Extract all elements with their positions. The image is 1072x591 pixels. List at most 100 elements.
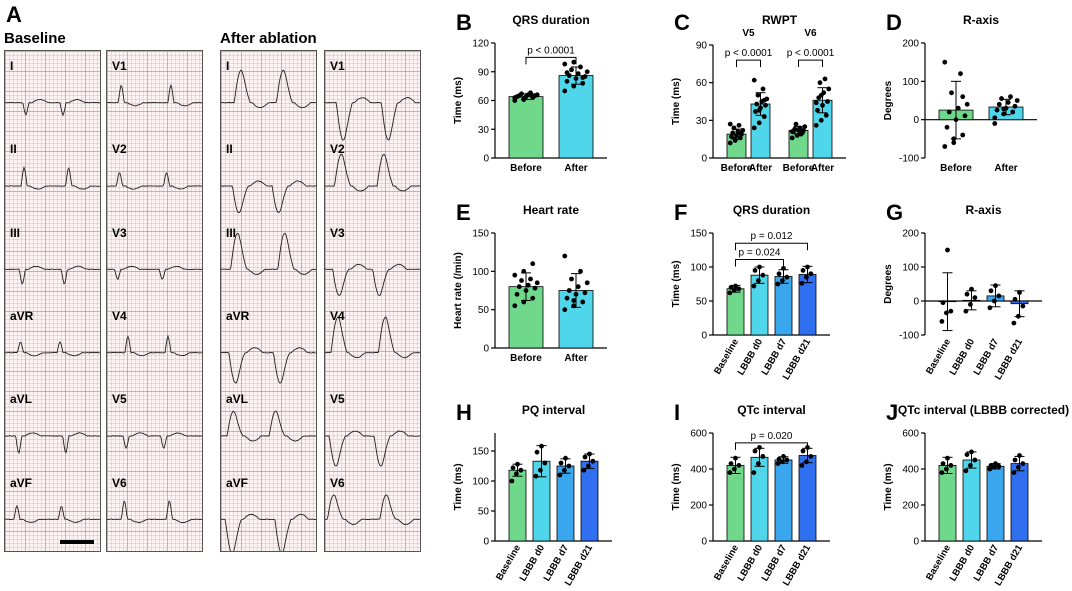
data-point xyxy=(534,449,540,455)
data-point xyxy=(512,272,518,278)
y-tick-label: 150 xyxy=(690,229,707,240)
chart-j-qtc-corrected: J QTc interval (LBBB corrected) 0 200 400 600… xyxy=(860,390,1072,588)
data-point xyxy=(731,466,737,472)
data-point xyxy=(736,286,742,292)
data-point xyxy=(972,457,978,463)
y-tick-label: 400 xyxy=(902,465,919,476)
data-point xyxy=(512,303,518,309)
data-point xyxy=(789,129,795,135)
chart-title: QRS duration xyxy=(733,203,810,217)
x-tick-label: Before xyxy=(510,163,542,174)
ecg-trace-avl xyxy=(221,410,316,442)
data-point xyxy=(575,284,581,290)
chart-d-r-axis: D R-axis -100 0 100 200 Degrees Before After xyxy=(860,0,1072,190)
significance-bracket xyxy=(735,442,808,450)
y-tick-label: 90 xyxy=(478,67,490,78)
y-tick-label: 0 xyxy=(483,154,489,165)
chart-svg: I QTc interval 0 200 400 600 Time (ms) p = 0.02… xyxy=(671,400,830,588)
data-point xyxy=(1020,303,1026,309)
y-tick-label: 0 xyxy=(701,331,707,342)
p-value-label: p = 0.020 xyxy=(751,431,793,442)
lead-label-avf: aVF xyxy=(10,475,33,490)
ecg-trace-avl xyxy=(5,432,100,455)
data-point xyxy=(988,288,994,294)
lead-label-avl: aVL xyxy=(10,392,33,407)
data-point xyxy=(558,460,564,466)
lead-label-ii: II xyxy=(10,142,17,157)
data-point xyxy=(755,92,761,98)
ecg-after-limb-leads: I II III aVR aVL aVF xyxy=(220,50,317,552)
data-point xyxy=(955,105,961,111)
chart-title: RWPT xyxy=(762,13,798,27)
y-tick-label: 30 xyxy=(478,125,490,136)
bar-lbbb-d0 xyxy=(750,456,769,542)
y-tick-label: 600 xyxy=(902,429,919,440)
data-point xyxy=(962,113,968,119)
data-point xyxy=(514,291,520,297)
data-point xyxy=(775,281,781,287)
data-point xyxy=(530,93,536,99)
lead-label-v6: V6 xyxy=(330,475,345,490)
chart-title: R-axis xyxy=(963,13,999,27)
data-point xyxy=(564,78,570,84)
data-point xyxy=(752,448,758,454)
data-point xyxy=(564,70,570,76)
y-tick-label: 60 xyxy=(696,78,708,89)
data-point xyxy=(562,307,568,313)
data-point xyxy=(779,278,785,283)
y-tick-label: 50 xyxy=(696,297,708,308)
data-point xyxy=(516,284,522,290)
ecg-traces xyxy=(221,69,316,551)
data-point xyxy=(566,288,572,293)
data-point xyxy=(728,285,734,290)
panel-label: J xyxy=(886,400,898,425)
ecg-trace-v1 xyxy=(325,96,420,141)
p-value-label: p = 0.012 xyxy=(751,231,793,242)
ecg-trace-ii xyxy=(221,180,316,214)
p-value-label: p < 0.0001 xyxy=(725,48,773,59)
data-point xyxy=(566,463,572,469)
bar-after xyxy=(558,75,594,159)
panel-label: D xyxy=(886,10,902,35)
chart-svg: J QTc interval (LBBB corrected) 0 200 400 600… xyxy=(883,400,1069,588)
y-tick-label: 60 xyxy=(478,96,490,107)
y-tick-label: 120 xyxy=(472,39,489,50)
data-point xyxy=(987,466,993,472)
data-point xyxy=(761,97,767,103)
data-point xyxy=(513,471,519,477)
p-value-label: p < 0.0001 xyxy=(787,48,835,59)
chart-svg: B QRS duration 0 30 60 90 120 Time (ms) p < 0.00… xyxy=(453,10,607,174)
data-point xyxy=(800,268,806,273)
panel-label: F xyxy=(674,200,687,225)
x-tick-label: After xyxy=(564,163,587,174)
data-point xyxy=(582,454,588,460)
data-point xyxy=(580,75,586,80)
data-point xyxy=(963,468,969,474)
data-point xyxy=(581,467,587,473)
data-point xyxy=(803,459,809,465)
data-point xyxy=(800,448,806,454)
data-point xyxy=(585,463,591,469)
bar-baseline xyxy=(726,465,745,542)
data-point xyxy=(755,461,761,466)
data-point xyxy=(751,125,757,131)
data-point xyxy=(528,276,533,282)
data-point xyxy=(949,90,954,96)
data-point xyxy=(533,473,539,479)
data-point xyxy=(813,100,819,106)
data-point xyxy=(727,140,733,146)
ecg-trace-v4 xyxy=(107,334,202,357)
data-point xyxy=(1001,111,1007,117)
data-point xyxy=(584,69,590,75)
y-tick-label: -100 xyxy=(899,154,919,165)
data-point xyxy=(518,467,524,473)
significance-bracket xyxy=(735,242,808,251)
data-point xyxy=(1012,103,1018,109)
chart-title: QTc interval xyxy=(737,403,805,417)
data-point xyxy=(942,59,948,65)
data-point xyxy=(512,95,518,101)
lead-label-v1: V1 xyxy=(330,59,345,73)
ecg-trace-v5 xyxy=(325,430,420,467)
ecg-traces xyxy=(5,98,100,523)
data-point xyxy=(751,470,757,475)
